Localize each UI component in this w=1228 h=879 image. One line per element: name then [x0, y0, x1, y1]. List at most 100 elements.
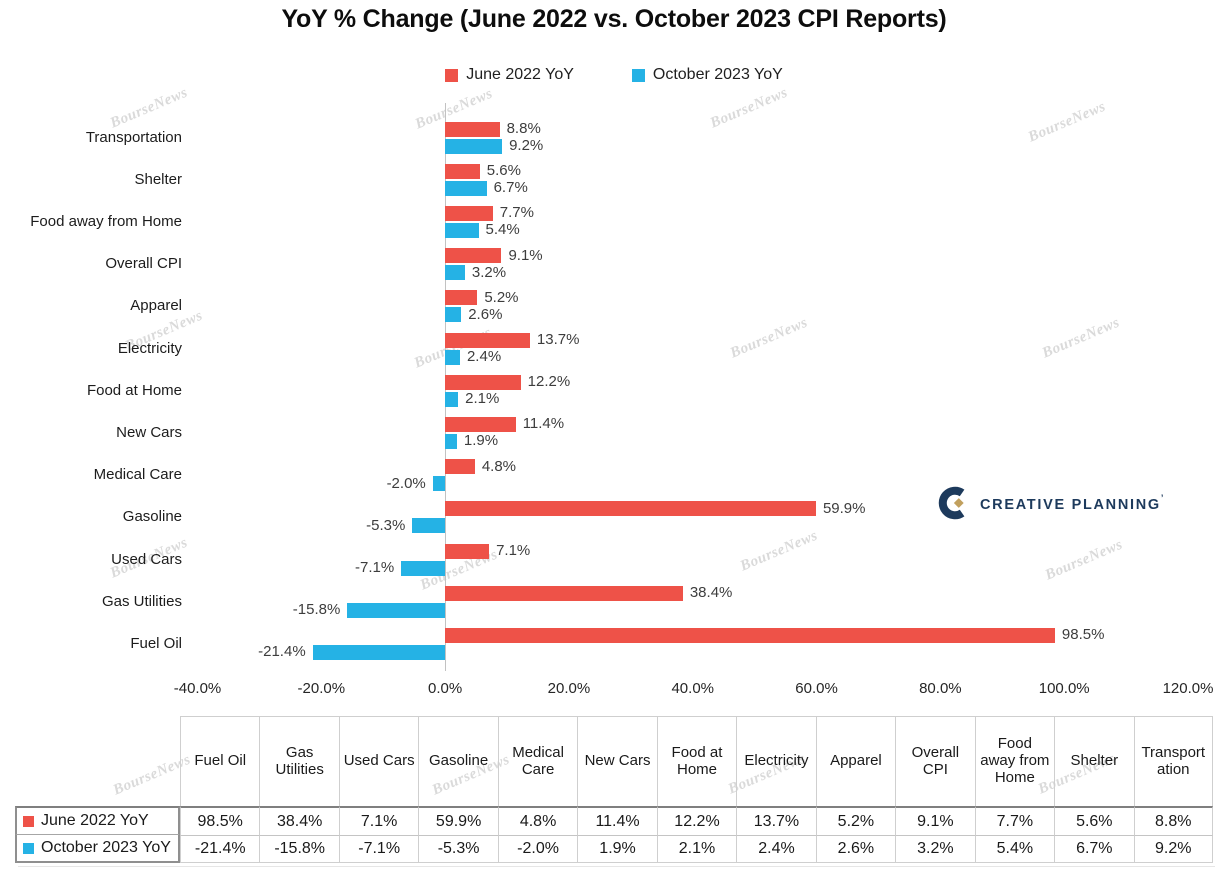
category-label: Overall CPI — [105, 255, 182, 273]
table-cell: 3.2% — [895, 835, 975, 863]
chart-title: YoY % Change (June 2022 vs. October 2023… — [281, 5, 947, 33]
table-column-header: New Cars — [577, 716, 657, 806]
x-axis-tick-label: -40.0% — [173, 680, 222, 697]
category-label: Apparel — [130, 297, 182, 315]
value-label: 5.6% — [486, 162, 521, 180]
table-cell: 11.4% — [577, 806, 657, 835]
bar-june-2022 — [445, 543, 490, 559]
legend-item-june-2022: June 2022 YoY — [445, 66, 574, 84]
bar-october-2023 — [445, 433, 457, 449]
category-label: Gasoline — [122, 508, 182, 526]
table-row-label: October 2023 YoY — [15, 835, 180, 863]
bar-june-2022 — [445, 585, 683, 601]
value-label: 9.1% — [508, 246, 543, 264]
value-label: 11.4% — [522, 415, 565, 433]
creative-planning-logo: CREATIVE PLANNING’ — [938, 486, 1163, 520]
value-label: 7.7% — [499, 204, 534, 222]
bar-october-2023 — [401, 560, 446, 576]
value-label: 98.5% — [1061, 626, 1105, 644]
category-label: Electricity — [117, 339, 182, 357]
bar-june-2022 — [445, 627, 1055, 643]
boursenews-watermark: BourseNews — [1042, 536, 1126, 584]
value-label: 2.1% — [465, 390, 500, 408]
table-bottom-shadow — [18, 866, 1215, 867]
bar-october-2023 — [432, 476, 446, 492]
value-label: -5.3% — [366, 516, 406, 534]
value-label: 5.2% — [484, 288, 519, 306]
data-table: Fuel Oil Gas Utilities Used Cars Gasoline Me… — [15, 716, 1213, 863]
creative-planning-logo-text: CREATIVE PLANNING’ — [980, 493, 1163, 513]
bar-june-2022 — [445, 416, 516, 432]
value-label: -7.1% — [354, 559, 395, 576]
table-cell: 7.1% — [338, 806, 419, 835]
table-column-header: Electricity — [736, 716, 816, 806]
x-axis-tick-label: 40.0% — [671, 680, 715, 697]
table-cell: 8.8% — [1133, 806, 1213, 835]
boursenews-watermark: BourseNews — [727, 314, 811, 362]
legend-label-october-2023: October 2023 YoY — [652, 66, 783, 83]
table-cell: -2.0% — [497, 835, 578, 863]
table-column-header: Overall CPI — [895, 716, 975, 806]
table-cell: 5.6% — [1054, 806, 1134, 835]
value-label: 59.9% — [822, 499, 866, 517]
category-label: Food at Home — [86, 381, 182, 399]
table-cell: 98.5% — [180, 806, 260, 835]
table-cell: 1.9% — [577, 835, 657, 863]
category-label: Transportation — [85, 128, 182, 146]
table-cell: -5.3% — [418, 835, 498, 863]
table-cell: -21.4% — [180, 835, 260, 863]
table-column-header: Apparel — [815, 716, 896, 806]
value-label: 5.4% — [485, 221, 520, 239]
chart-legend: June 2022 YoY October 2023 YoY — [0, 66, 1228, 84]
bar-june-2022 — [445, 501, 816, 517]
table-cell: 6.7% — [1054, 835, 1134, 863]
category-label: Fuel Oil — [130, 634, 182, 652]
table-row-label-text: October 2023 YoY — [41, 839, 171, 856]
table-cell: 2.6% — [815, 835, 896, 863]
bar-october-2023 — [412, 518, 446, 534]
legend-swatch-june-2022 — [445, 68, 459, 82]
value-label: 4.8% — [481, 457, 517, 475]
table-row-label: June 2022 YoY — [15, 806, 180, 835]
bar-june-2022 — [445, 459, 475, 475]
value-label: 12.2% — [527, 373, 571, 391]
bar-october-2023 — [445, 222, 479, 238]
x-axis-tick-label: 100.0% — [1038, 680, 1090, 697]
category-label: Food away from Home — [30, 212, 182, 230]
category-label: Used Cars — [111, 550, 182, 568]
table-column-header: Food at Home — [656, 716, 737, 806]
table-cell: -7.1% — [338, 835, 419, 863]
bar-june-2022 — [445, 205, 493, 221]
table-cell: 4.8% — [497, 806, 578, 835]
table-column-header: Medical Care — [497, 716, 578, 806]
boursenews-watermark: BourseNews — [1025, 98, 1109, 146]
table-column-header: Used Cars — [338, 716, 419, 806]
value-label: 6.7% — [493, 179, 528, 197]
table-cell: 5.4% — [974, 835, 1055, 863]
bar-october-2023 — [445, 349, 460, 365]
table-cell: 59.9% — [418, 806, 498, 835]
bar-october-2023 — [347, 602, 446, 618]
category-label: Gas Utilities — [101, 592, 182, 610]
boursenews-watermark: BourseNews — [707, 84, 791, 132]
table-column-header: Shelter — [1054, 716, 1134, 806]
bar-june-2022 — [445, 374, 521, 390]
table-cell: 9.2% — [1133, 835, 1213, 863]
table-cell: 7.7% — [974, 806, 1055, 835]
creative-planning-c-icon — [938, 486, 965, 520]
bar-june-2022 — [445, 248, 502, 264]
boursenews-watermark: BourseNews — [107, 84, 191, 132]
bar-october-2023 — [445, 265, 465, 281]
table-cell: 12.2% — [656, 806, 737, 835]
value-label: 13.7% — [536, 331, 580, 348]
table-column-header: Transportation — [1133, 716, 1213, 806]
table-column-header: Gas Utilities — [259, 716, 339, 806]
table-cell: -15.8% — [259, 835, 339, 863]
value-label: 8.8% — [506, 120, 541, 137]
table-row-label-text: June 2022 YoY — [41, 812, 149, 829]
category-label: Medical Care — [93, 466, 182, 484]
logo-name: CREATIVE PLANNING — [980, 497, 1161, 513]
bar-october-2023 — [445, 391, 459, 407]
table-cell: 2.1% — [656, 835, 737, 863]
value-label: 7.1% — [496, 542, 531, 559]
